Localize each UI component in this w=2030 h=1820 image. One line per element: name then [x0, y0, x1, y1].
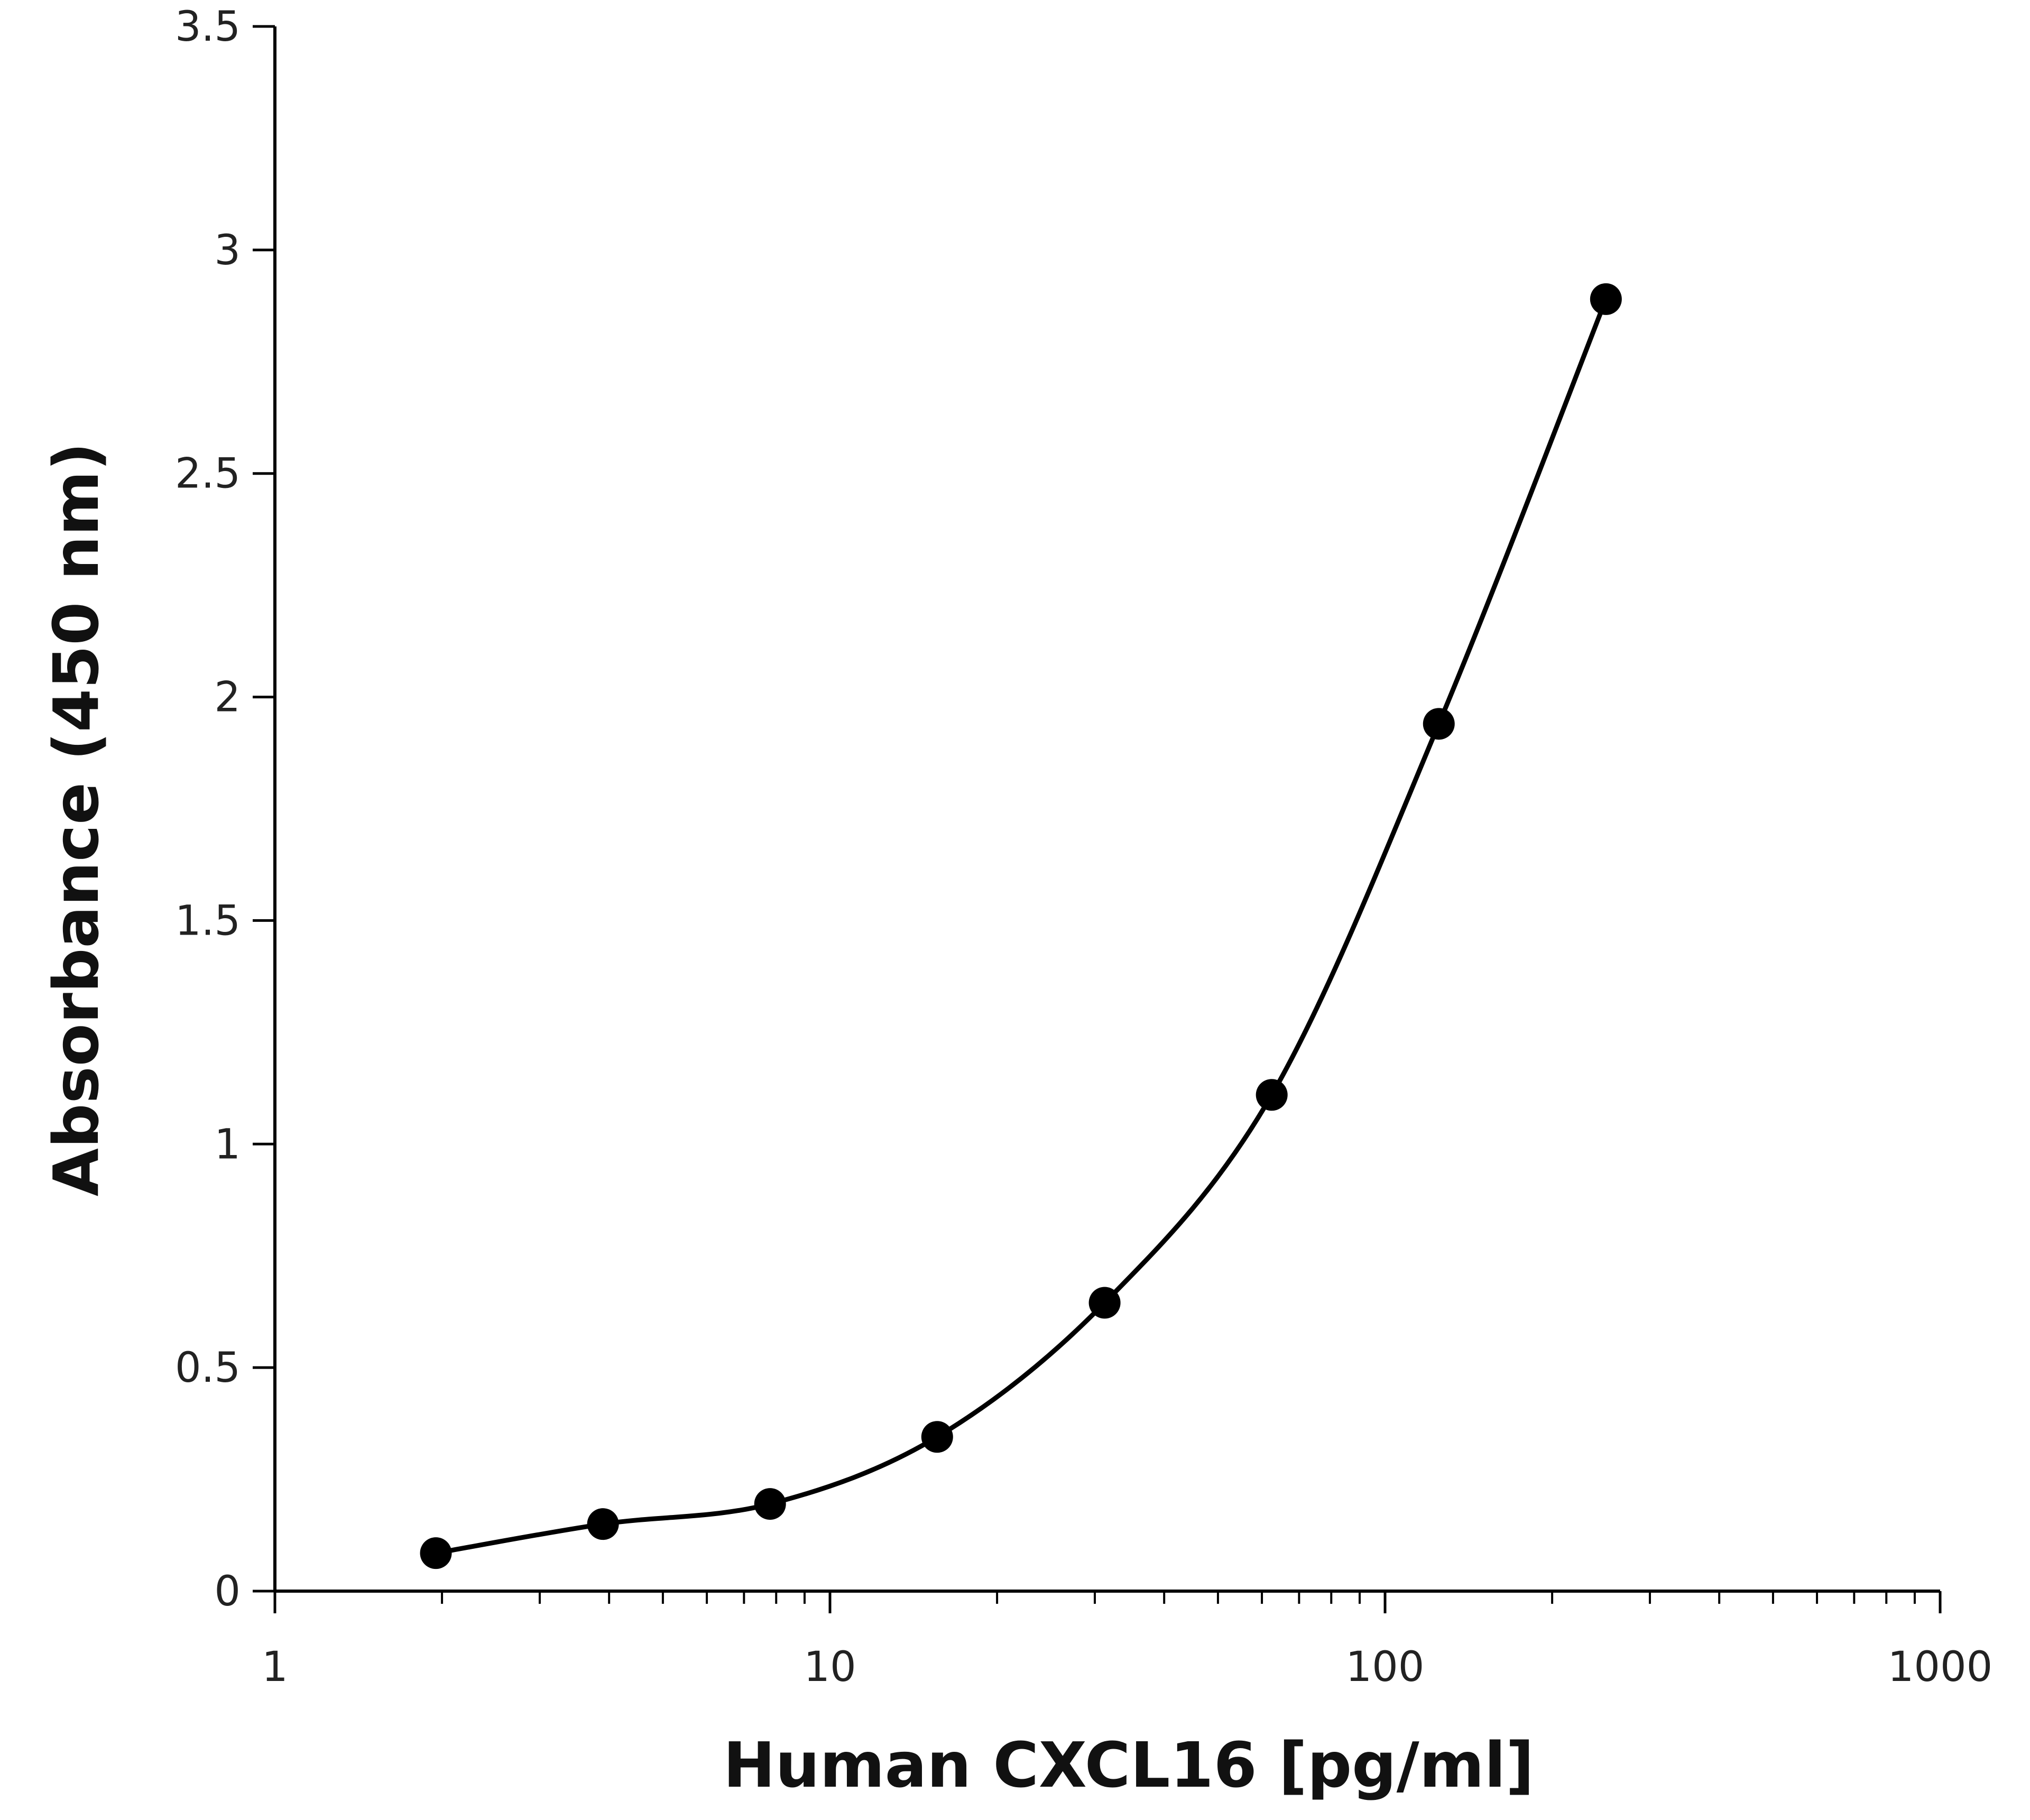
data-point: [1256, 1079, 1288, 1111]
data-point: [420, 1537, 452, 1569]
x-tick-label: 10: [804, 1643, 856, 1691]
data-point: [587, 1508, 619, 1540]
data-point: [1423, 708, 1455, 740]
y-axis-title: Absorbance (450 nm): [40, 442, 113, 1197]
y-tick-label: 0: [214, 1568, 241, 1615]
x-axis-title: Human CXCL16 [pg/ml]: [723, 1729, 1534, 1801]
data-point: [921, 1421, 953, 1453]
series-line: [435, 298, 1609, 1556]
y-tick-label: 1.5: [175, 897, 241, 945]
x-tick-label: 1: [262, 1643, 288, 1691]
y-tick-label: 2: [214, 674, 241, 722]
y-tick-label: 2.5: [175, 450, 241, 498]
plot-area: 0 0.5 1 1.5 2 2.5 3 3.5 1 10 100 1000: [175, 3, 1992, 1691]
data-point: [754, 1488, 786, 1520]
data-point: [1088, 1287, 1121, 1319]
data-point: [1590, 283, 1622, 315]
y-tick-label: 0.5: [175, 1344, 241, 1392]
y-tick-label: 3: [214, 227, 241, 274]
x-tick-label: 100: [1346, 1643, 1425, 1691]
y-tick-label: 3.5: [175, 3, 241, 51]
y-tick-label: 1: [214, 1121, 241, 1168]
x-tick-label: 1000: [1888, 1643, 1993, 1691]
